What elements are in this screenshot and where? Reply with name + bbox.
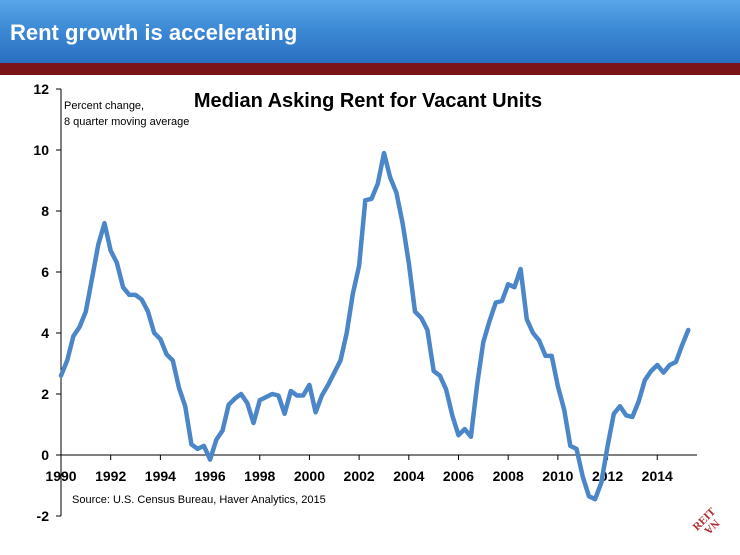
y-tick-label: 12: [33, 81, 49, 97]
y-axis-note: 8 quarter moving average: [64, 116, 189, 128]
x-tick-label: 1990: [45, 468, 76, 484]
chart-title: Median Asking Rent for Vacant Units: [194, 90, 542, 112]
x-tick-label: 1996: [194, 468, 225, 484]
x-tick-label: 2004: [393, 468, 424, 484]
x-tick-label: 2006: [443, 468, 474, 484]
x-tick-label: 1994: [145, 468, 176, 484]
nareit-logo: REIT NA: [691, 505, 722, 536]
y-tick-label: 6: [41, 264, 49, 280]
source-note: Source: U.S. Census Bureau, Haver Analyt…: [72, 494, 326, 506]
y-tick-label: 10: [33, 142, 49, 158]
x-tick-label: 2010: [542, 468, 573, 484]
y-tick-label: 2: [41, 386, 49, 402]
x-tick-label: 2008: [493, 468, 524, 484]
x-tick-label: 2002: [344, 468, 375, 484]
x-tick-label: 2012: [592, 468, 623, 484]
y-axis-note: Percent change,: [64, 100, 144, 112]
y-tick-label: 4: [41, 325, 49, 341]
y-tick-label: 8: [41, 203, 49, 219]
slide-title: Rent growth is accelerating: [10, 20, 298, 45]
y-tick-label: 0: [41, 447, 49, 463]
series-line: [58, 150, 691, 502]
header-accent-band: [0, 63, 740, 75]
slide-header: Rent growth is accelerating: [0, 0, 740, 63]
x-tick-label: 1992: [95, 468, 126, 484]
x-tick-label: 2000: [294, 468, 325, 484]
y-tick-label: -2: [37, 508, 50, 524]
x-tick-label: 2014: [642, 468, 673, 484]
x-tick-label: 1998: [244, 468, 275, 484]
